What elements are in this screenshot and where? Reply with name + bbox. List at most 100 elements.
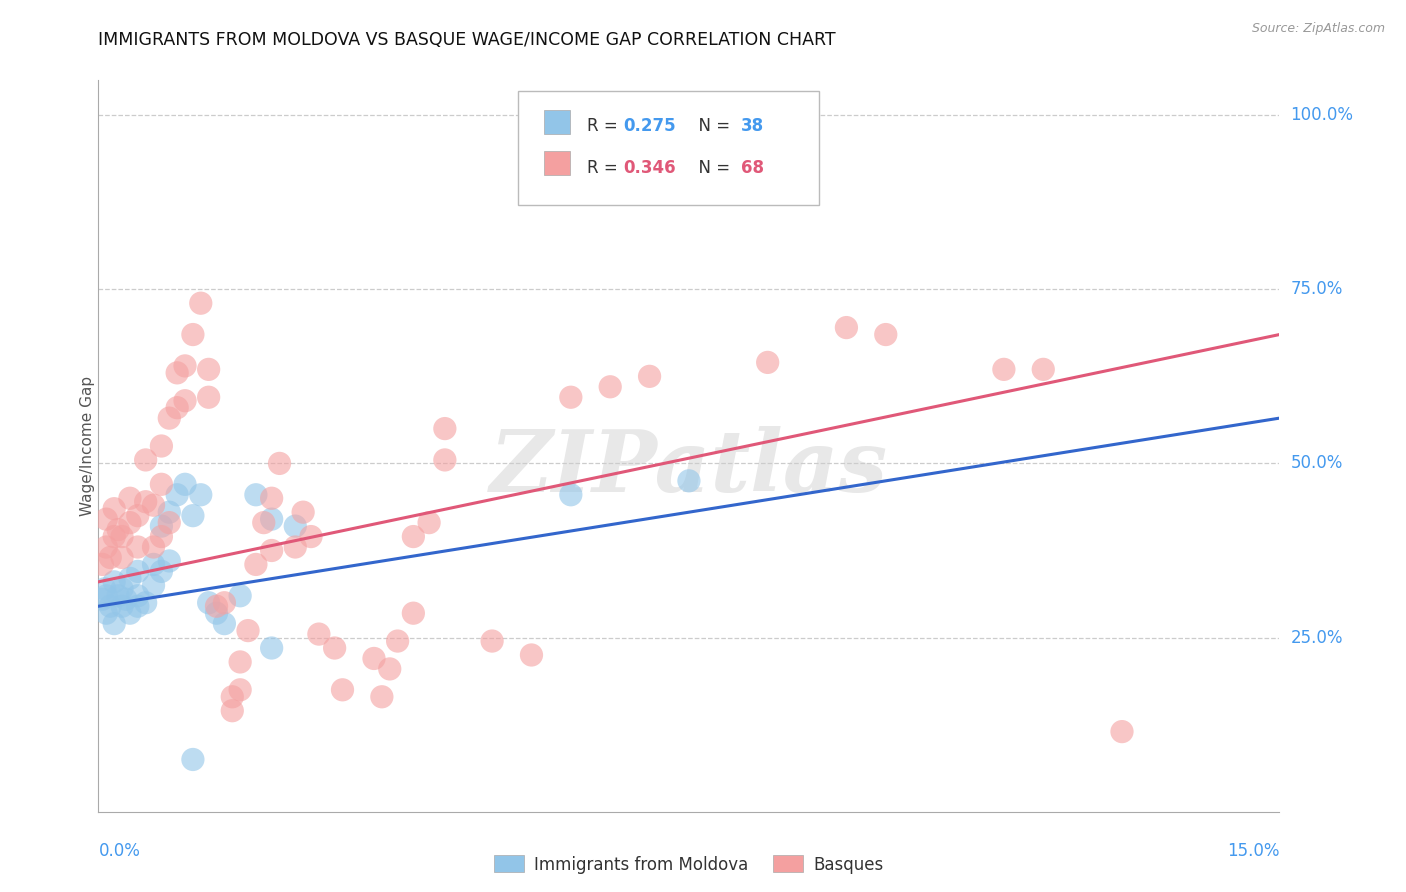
FancyBboxPatch shape [517,91,818,204]
Text: 50.0%: 50.0% [1291,454,1343,473]
Y-axis label: Wage/Income Gap: Wage/Income Gap [80,376,94,516]
Point [166,488,188,502]
Point [245,558,267,572]
Text: 100.0%: 100.0% [1291,106,1354,124]
Point [96,512,118,526]
Point [91,592,114,607]
Point [756,355,779,369]
Point [1111,724,1133,739]
Point [378,662,401,676]
FancyBboxPatch shape [544,152,569,176]
Point [181,327,204,342]
Point [157,516,180,530]
Point [174,393,197,408]
Point [166,401,188,415]
Point [166,366,188,380]
Point [98,550,121,565]
Point [118,491,141,506]
FancyBboxPatch shape [544,110,569,134]
Point [245,488,267,502]
Point [560,488,582,502]
Point [118,516,141,530]
Point [142,498,165,512]
Point [284,540,307,554]
Point [103,616,125,631]
Point [638,369,661,384]
Point [93,582,115,596]
Text: ZIPatlas: ZIPatlas [489,426,889,509]
Point [197,390,219,404]
Point [402,530,425,544]
Point [371,690,394,704]
Point [993,362,1015,376]
Point [229,682,252,697]
Text: 0.346: 0.346 [623,159,675,177]
Point [214,596,236,610]
Point [150,530,173,544]
Point [115,592,138,607]
Point [284,519,307,533]
Point [205,606,228,620]
Point [135,494,157,508]
Text: 25.0%: 25.0% [1291,629,1343,647]
Point [111,599,134,614]
Text: 75.0%: 75.0% [1291,280,1343,298]
Point [875,327,897,342]
Point [1032,362,1054,376]
Point [181,752,204,766]
Point [387,634,409,648]
Point [229,655,252,669]
Point [221,690,243,704]
Point [103,501,125,516]
Point [96,540,118,554]
Point [150,477,173,491]
Text: Source: ZipAtlas.com: Source: ZipAtlas.com [1251,22,1385,36]
Point [236,624,259,638]
Point [402,606,425,620]
Point [96,589,118,603]
Point [292,505,315,519]
Point [118,606,141,620]
Point [142,558,165,572]
Point [229,589,252,603]
Point [150,565,173,579]
Point [111,550,134,565]
Point [127,589,149,603]
Point [253,516,276,530]
Point [111,530,134,544]
Text: 15.0%: 15.0% [1227,842,1279,860]
Point [520,648,543,662]
Point [174,359,197,373]
Point [127,599,149,614]
Point [98,599,121,614]
Point [91,558,114,572]
Point [221,704,243,718]
Point [560,390,582,404]
Point [150,519,173,533]
Point [157,505,180,519]
Point [135,453,157,467]
Point [308,627,330,641]
Point [174,477,197,491]
Point [118,571,141,585]
Text: N =: N = [688,118,735,136]
Text: 68: 68 [741,159,763,177]
Text: 0.0%: 0.0% [98,842,141,860]
Point [678,474,700,488]
Point [96,606,118,620]
Point [260,491,283,506]
Point [157,411,180,425]
Point [135,596,157,610]
Point [181,508,204,523]
Point [111,582,134,596]
Text: R =: R = [588,159,623,177]
Point [835,320,858,334]
Point [418,516,440,530]
Text: 0.275: 0.275 [623,118,675,136]
Point [599,380,621,394]
Point [363,651,385,665]
Point [197,596,219,610]
Text: N =: N = [688,159,735,177]
Point [433,421,456,435]
Point [269,457,291,471]
